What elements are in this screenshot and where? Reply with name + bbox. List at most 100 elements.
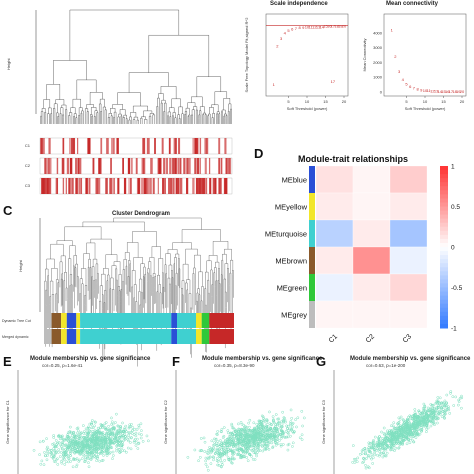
scatter-plot-g: Gene significance for C3 <box>321 370 464 474</box>
scatter-point <box>263 437 266 441</box>
scatter-point <box>94 442 97 445</box>
scatter-point <box>259 419 263 423</box>
scatter-point <box>426 409 430 413</box>
scatter-point <box>225 446 229 450</box>
scatter-point <box>126 438 130 441</box>
data-point: 6 <box>409 84 412 89</box>
scatter-point <box>443 416 446 420</box>
scatter-point <box>233 435 236 438</box>
data-point: 20 <box>342 24 347 29</box>
scatter-point <box>385 451 389 455</box>
trait-sample-mark <box>204 158 207 174</box>
scatter-point <box>372 440 375 443</box>
scatter-point <box>127 433 130 437</box>
module-color-swatch <box>309 301 315 328</box>
scatter-point <box>281 410 284 414</box>
scatter-point <box>294 418 297 421</box>
scatter-point <box>71 438 74 442</box>
scatter-point <box>76 431 79 435</box>
trait-sample-mark <box>69 158 73 174</box>
chart-subtitle: cor=0.63, p=1e-200 <box>366 363 406 368</box>
scatter-point <box>405 442 409 446</box>
scatter-point <box>45 458 49 462</box>
scatter-point <box>396 440 400 444</box>
scatter-point <box>130 422 133 426</box>
scatter-point <box>101 458 105 462</box>
x-tick-label: 5 <box>287 99 290 104</box>
data-point: 17 <box>449 89 454 94</box>
scatter-point <box>418 421 421 425</box>
scatter-point <box>449 390 453 393</box>
scatter-point <box>72 432 75 436</box>
scatter-point <box>426 426 430 430</box>
scatter-point <box>45 437 48 441</box>
scatter-point <box>115 432 119 436</box>
legend-gradient-step <box>440 178 448 183</box>
panel-f-scatter: F Module membership vs. gene significanc… <box>158 350 322 474</box>
scatter-point <box>444 404 447 408</box>
scatter-point <box>70 442 74 446</box>
trait-sample-mark <box>111 178 113 194</box>
scatter-point <box>230 461 234 465</box>
scatter-point <box>405 419 409 422</box>
scatter-point <box>121 421 124 425</box>
scatter-point <box>396 434 400 437</box>
scatter-point <box>257 436 261 439</box>
scatter-point <box>222 434 226 438</box>
scatter-point <box>235 430 239 434</box>
chart-title: Module membership vs. gene significance <box>202 356 323 362</box>
scatter-point <box>98 442 102 446</box>
scatter-point <box>260 445 264 448</box>
scatter-point <box>377 440 381 444</box>
y-tick-label: 1000 <box>373 75 383 80</box>
scatter-point <box>129 430 133 434</box>
legend-gradient-step <box>440 275 448 280</box>
trait-sample-mark <box>186 158 189 174</box>
scatter-point <box>394 446 398 450</box>
scatter-point <box>269 422 273 426</box>
legend-gradient-step <box>440 202 448 207</box>
scatter-point <box>280 425 284 428</box>
module-color-segment <box>51 313 62 328</box>
scatter-point <box>438 402 442 406</box>
scatter-point <box>289 408 293 412</box>
scatter-point <box>402 428 405 432</box>
scatter-point <box>460 406 463 410</box>
scatter-point <box>107 424 110 428</box>
scatter-point <box>429 424 433 428</box>
scatter-point <box>401 443 404 446</box>
scatter-point <box>214 438 218 441</box>
scatter-point <box>147 439 150 443</box>
scatter-point <box>58 455 62 458</box>
scatter-point <box>49 451 52 455</box>
scatter-point <box>72 457 76 461</box>
scatter-point <box>263 436 266 440</box>
scatter-point <box>392 421 396 425</box>
scatter-point <box>217 448 221 452</box>
scatter-point <box>279 444 283 448</box>
scatter-point <box>115 449 118 453</box>
trait-sample-mark <box>92 158 95 174</box>
data-point: 8 <box>416 87 419 92</box>
trait-sample-mark <box>42 178 44 194</box>
scatter-point <box>449 391 452 395</box>
scatter-point <box>230 424 234 427</box>
scatter-point <box>139 436 143 440</box>
scatter-point <box>105 444 109 448</box>
legend-gradient-step <box>440 218 448 224</box>
scatter-point <box>85 433 89 436</box>
scatter-point <box>389 448 393 451</box>
trait-sample-mark <box>208 158 211 174</box>
scatter-point <box>390 424 393 428</box>
scatter-point <box>436 400 440 404</box>
scatter-point <box>238 432 241 436</box>
scatter-point <box>440 415 444 418</box>
scatter-point <box>100 432 104 436</box>
scatter-point <box>248 445 252 448</box>
scatter-point <box>52 459 56 463</box>
y-axis-label: Scale Free Topology Model Fit,signed R^2 <box>244 17 249 93</box>
trait-sample-mark <box>162 138 164 154</box>
y-tick-label: 4000 <box>373 30 383 35</box>
scatter-point <box>436 396 440 399</box>
scatter-point <box>384 442 387 446</box>
